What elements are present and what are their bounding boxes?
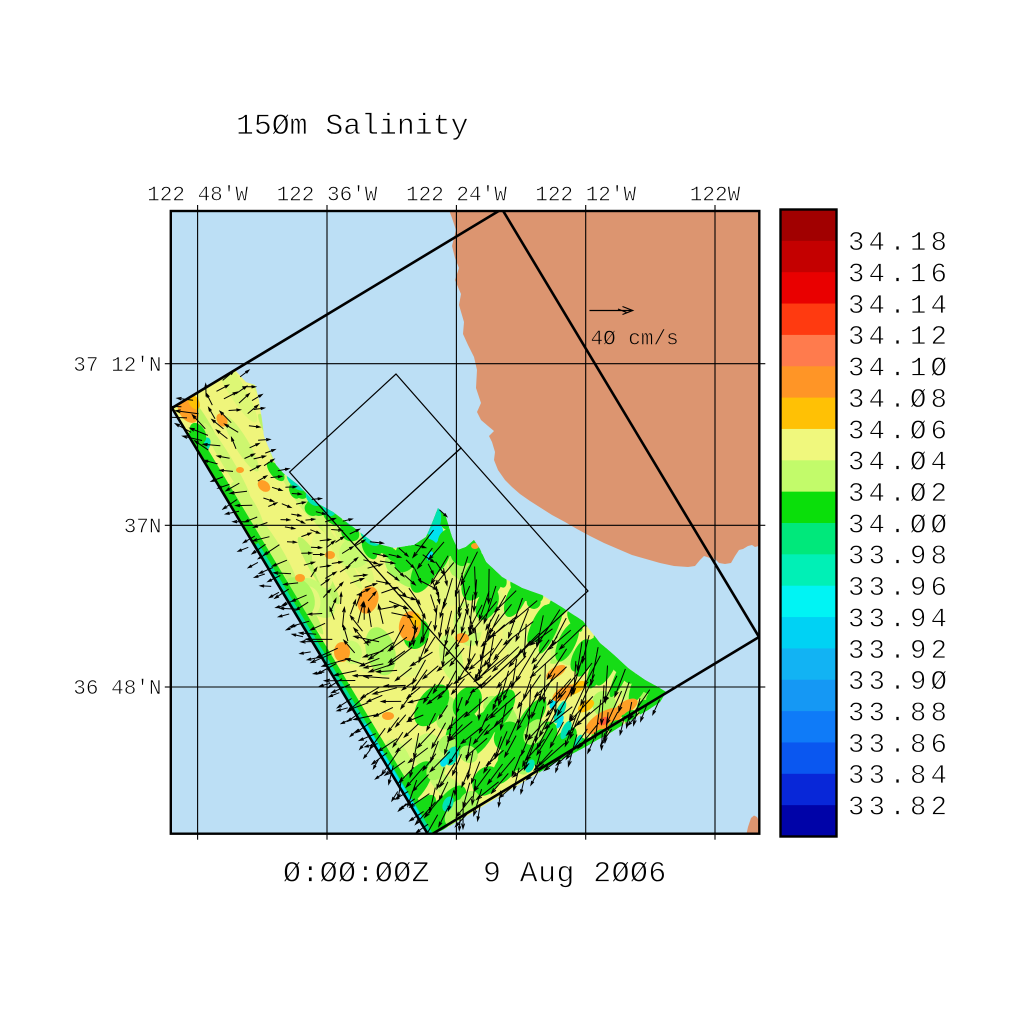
svg-text:33.98: 33.98 [848,542,951,573]
svg-text:Ø:ØØ:ØØZ: Ø:ØØ:ØØZ [283,857,430,891]
svg-text:37 12'N: 37 12'N [73,355,161,378]
svg-text:34.Ø4: 34.Ø4 [848,448,951,479]
svg-text:36 48'N: 36 48'N [73,678,161,701]
svg-text:122 24'W: 122 24'W [406,185,507,208]
svg-text:33.86: 33.86 [848,730,951,761]
svg-text:33.94: 33.94 [848,604,951,635]
svg-text:34.12: 34.12 [848,322,951,353]
svg-text:33.9Ø: 33.9Ø [848,667,951,698]
svg-text:34.ØØ: 34.ØØ [848,510,951,541]
svg-text:34.Ø8: 34.Ø8 [848,385,951,416]
svg-text:34.Ø2: 34.Ø2 [848,479,951,510]
svg-text:122 36'W: 122 36'W [277,185,378,208]
svg-text:33.88: 33.88 [848,699,951,730]
svg-text:122 12'W: 122 12'W [535,185,636,208]
svg-text:122W: 122W [690,185,741,208]
svg-text:34.18: 34.18 [848,228,951,259]
svg-text:34.16: 34.16 [848,260,951,291]
svg-text:34.1Ø: 34.1Ø [848,354,951,385]
svg-text:33.92: 33.92 [848,636,951,667]
svg-text:122 48'W: 122 48'W [147,185,248,208]
svg-text:34.14: 34.14 [848,291,951,322]
svg-text:37N: 37N [124,517,162,540]
svg-text:15Øm Salinity: 15Øm Salinity [236,109,468,143]
svg-text:9 Aug 2ØØ6: 9 Aug 2ØØ6 [483,857,667,891]
svg-text:33.96: 33.96 [848,573,951,604]
svg-text:33.82: 33.82 [848,793,951,824]
svg-text:33.84: 33.84 [848,761,951,792]
svg-text:34.Ø6: 34.Ø6 [848,416,951,447]
svg-text:4Ø cm/s: 4Ø cm/s [591,329,679,352]
